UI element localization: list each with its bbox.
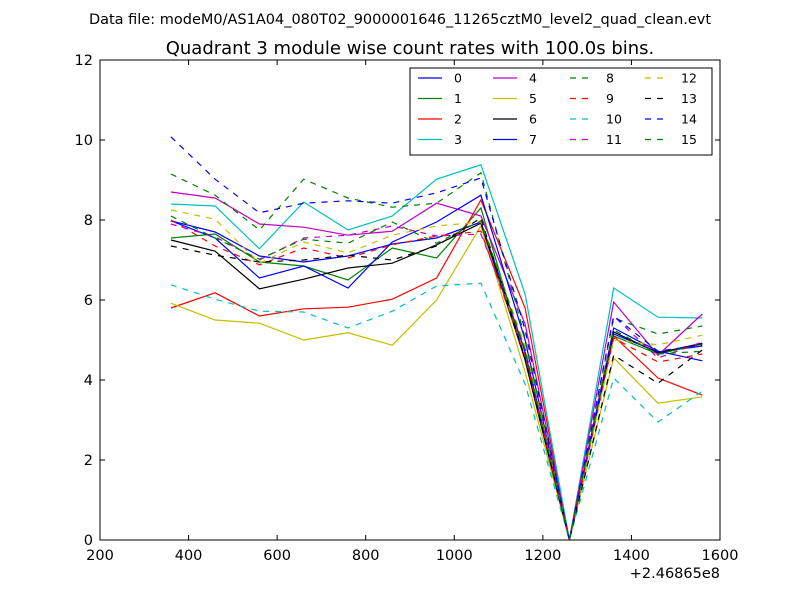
y-tick-label: 6 (84, 293, 93, 309)
y-tick-label: 0 (84, 533, 93, 549)
series-line-15 (170, 215, 703, 541)
series-line-2 (170, 198, 703, 541)
legend-label-10: 10 (606, 112, 622, 127)
legend-label-7: 7 (529, 132, 537, 147)
y-tick-label: 12 (75, 53, 93, 69)
legend-label-1: 1 (454, 91, 462, 106)
x-tick-label: 200 (86, 548, 114, 564)
legend-label-4: 4 (529, 71, 537, 86)
legend-label-14: 14 (681, 112, 697, 127)
x-tick-label: 600 (263, 548, 291, 564)
y-tick-label: 2 (84, 453, 93, 469)
x-tick-label: 1600 (702, 548, 739, 564)
legend-label-0: 0 (454, 71, 462, 86)
series-layer (170, 136, 703, 543)
x-tick-label: 400 (175, 548, 203, 564)
series-line-11 (170, 223, 703, 541)
series-line-6 (170, 222, 703, 541)
legend-label-12: 12 (681, 71, 697, 86)
legend-label-15: 15 (681, 132, 697, 147)
series-line-3 (170, 164, 703, 541)
series-line-5 (170, 224, 703, 541)
legend-label-6: 6 (529, 112, 537, 127)
series-line-13 (170, 217, 703, 541)
legend-label-11: 11 (606, 132, 622, 147)
legend-label-5: 5 (529, 91, 537, 106)
y-tick-label: 4 (84, 373, 93, 389)
x-tick-label: 1400 (613, 548, 650, 564)
figure-suptitle: Data file: modeM0/AS1A04_080T02_90000016… (89, 12, 711, 28)
y-tick-label: 10 (75, 133, 93, 149)
chart-title: Quadrant 3 module wise count rates with … (166, 38, 655, 59)
legend-box (409, 67, 713, 156)
legend-label-8: 8 (606, 71, 614, 86)
x-tick-label: 800 (352, 548, 380, 564)
y-tick-label: 8 (84, 213, 93, 229)
plot-frame (99, 59, 721, 541)
legend-label-3: 3 (454, 132, 462, 147)
legend-label-9: 9 (606, 91, 614, 106)
x-offset-label: +2.46865e8 (630, 566, 720, 582)
legend-label-13: 13 (681, 91, 697, 106)
series-line-7 (170, 194, 703, 541)
x-tick-label: 1000 (436, 548, 473, 564)
series-line-4 (170, 191, 703, 541)
series-line-9 (170, 219, 703, 541)
x-tick-label: 1200 (524, 548, 561, 564)
legend-label-2: 2 (454, 112, 462, 127)
